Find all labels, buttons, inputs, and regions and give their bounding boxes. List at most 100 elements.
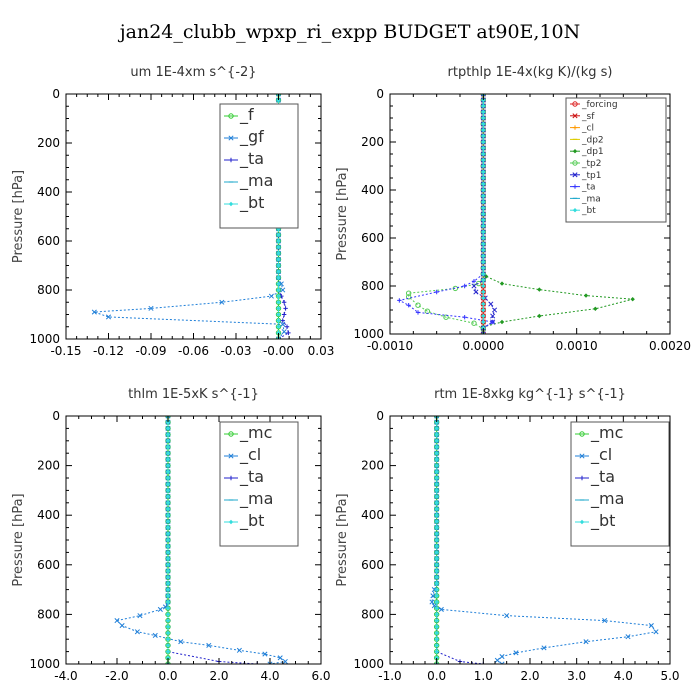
data-point-dp1 [630,297,635,302]
data-point-bt [434,612,439,617]
data-point-bt [434,531,439,536]
legend-box [219,421,299,547]
legend-label: _cl [239,445,261,465]
legend: _mc_cl_ta_ma_bt [219,421,299,547]
data-point-cl [494,657,500,663]
data-point-bt [434,562,439,567]
data-point-ta [462,283,467,289]
legend-label: _ma [239,171,273,191]
legend-label: _ma [590,489,624,509]
y-tick-label: 200 [361,459,384,473]
data-point-bt [434,655,439,660]
data-point-bt [481,193,486,199]
data-point-gf [268,293,274,299]
x-tick-label: 0.0000 [462,339,504,353]
data-point-tp1 [490,313,496,319]
data-point-bt [481,109,486,115]
data-point-bt [434,482,439,487]
data-point-bt [434,494,439,499]
legend-label: _cl [581,124,594,134]
y-tick-label: 1000 [29,332,60,346]
legend-marker [228,453,234,459]
data-point-bt [434,649,439,654]
data-point-bt [165,438,171,443]
data-point-ta [471,279,477,284]
data-point-bt [481,265,486,271]
legend-marker [228,135,234,141]
data-point-ta [397,298,402,303]
data-point-dp1 [583,293,589,298]
data-point-bt [276,287,281,293]
data-point-bt [165,463,171,468]
data-point-bt [434,550,439,555]
data-point-bt [481,289,486,295]
data-point-bt [434,463,439,468]
legend-marker [572,160,578,166]
data-point-bt [434,451,439,456]
data-point-cl [583,639,589,645]
data-point-ta [434,289,439,295]
data-point-ta [490,319,495,325]
legend-label: _ta [239,149,264,169]
legend-label: _cl [590,445,612,465]
data-point-bt [434,618,439,623]
legend-label: _dp1 [581,147,604,157]
legend-marker [228,201,234,207]
data-point-bt [276,244,281,250]
y-tick-label: 800 [361,607,384,621]
data-point-bt [165,568,171,574]
data-point-bt [481,229,486,235]
data-point-cl [267,661,273,664]
data-point-bt [481,211,486,217]
data-point-bt [481,307,486,313]
data-point-bt [165,500,171,505]
data-point-bt [481,313,486,319]
legend-box [565,97,667,223]
data-point-bt [276,275,281,280]
legend: _f_gf_ta_ma_bt [219,103,299,229]
legend-label: _ma [239,489,273,509]
legend-label: _forcing [581,100,618,110]
data-point-ta [280,318,285,323]
data-point-bt [434,575,439,580]
data-point-gf [278,281,284,287]
data-point-bt [276,257,281,262]
data-point-bt [165,643,171,648]
chart-title: rtpthlp 1E-4x(kg K)/(kg s) [448,65,613,80]
data-point-tp2 [452,285,459,292]
data-point-cl [430,593,436,599]
y-tick-label: 600 [37,558,60,572]
data-point-cl [625,634,631,640]
data-point-bt [276,269,281,274]
data-point-cl [206,642,212,648]
data-point-bt [481,169,486,175]
data-point-bt [481,205,486,211]
x-tick-label: 2.0 [520,669,539,683]
data-point-bt [434,426,439,431]
x-tick-label: -0.00 [263,344,294,358]
legend-label: _bt [239,511,264,531]
data-point-bt [481,283,486,289]
data-point-bt [481,139,486,145]
data-point-bt [481,181,486,187]
legend-label: _ta [590,467,615,487]
data-point-bt [165,475,171,481]
data-point-cl [178,639,184,645]
y-tick-label: 1000 [29,657,60,671]
legend: _forcing _sf _cl_dp2 _dp1 _tp2 _tp1 _ta_ma _bt [565,97,667,223]
data-point-bt [165,606,171,611]
data-point-bt [165,562,171,567]
data-point-bt [165,544,171,549]
x-tick-label: -1.0 [378,669,401,683]
data-point-bt [165,537,171,543]
x-tick-label: 4.0 [614,669,633,683]
data-point-bt [434,444,439,450]
data-point-cl [653,629,659,635]
data-point-dp1 [537,287,542,292]
y-tick-label: 1000 [353,327,384,341]
y-tick-label: 200 [37,459,60,473]
data-point-bt [481,319,486,325]
data-point-cl [137,613,143,619]
legend-label: _f [239,105,254,125]
legend-box [570,421,670,547]
